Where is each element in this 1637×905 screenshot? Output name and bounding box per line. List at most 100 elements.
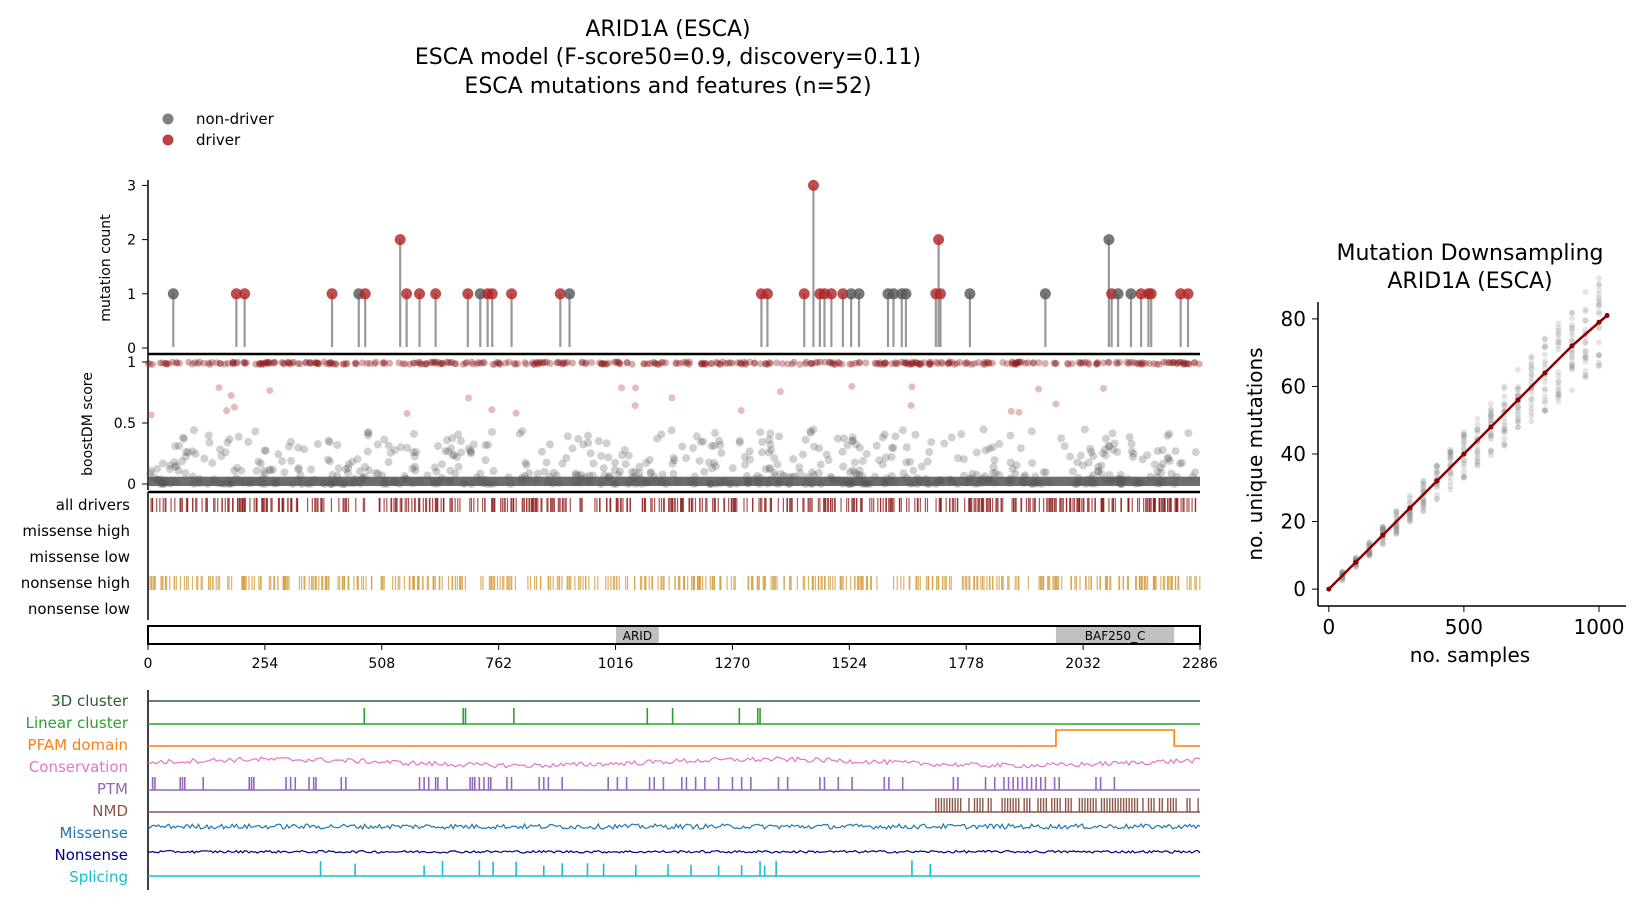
downsampling-cloud-point <box>1582 317 1589 324</box>
boostdm-driver-point <box>266 359 274 367</box>
boostdm-driver-point <box>270 358 278 366</box>
downsampling-cloud-point <box>1447 469 1454 476</box>
boostdm-point <box>695 456 704 465</box>
boostdm-dense-band <box>149 476 1200 486</box>
boostdm-driver-point <box>746 358 754 366</box>
boostdm-driver-point <box>902 359 910 367</box>
boostdm-driver-point <box>838 360 846 368</box>
boostdm-point <box>902 473 911 482</box>
boostdm-point <box>1116 471 1125 480</box>
boostdm-point <box>710 441 719 450</box>
domain-bar: ARID BAF250_C 0 254 508 762 1016 1270 1524 1778… <box>144 625 1218 672</box>
boostdm-point <box>506 479 515 488</box>
boostdm-point <box>1084 458 1093 467</box>
downsampling-cloud-point <box>1420 499 1427 506</box>
boostdm-point <box>380 477 389 486</box>
boostdm-driver-point <box>1141 359 1149 367</box>
boostdm-point <box>1131 479 1140 488</box>
boostdm-driver-point <box>988 359 996 367</box>
protein-x-tick-label: 0 <box>144 656 153 672</box>
boostdm-driver-point <box>1195 360 1203 368</box>
boostdm-point <box>1034 477 1043 486</box>
track-label-missense-low: missense low <box>29 548 130 566</box>
boostdm-point <box>1176 459 1185 468</box>
boostdm-point <box>429 479 438 488</box>
downsampling-cloud-point <box>1514 386 1521 393</box>
boostdm-point <box>605 474 614 483</box>
boostdm-driver-point <box>1191 359 1199 367</box>
boostdm-point <box>146 469 155 478</box>
boostdm-point <box>327 479 336 488</box>
boostdm-driver-point <box>938 358 946 366</box>
boostdm-mid-point <box>1007 407 1015 415</box>
downsampling-cloud-point <box>1568 338 1575 345</box>
boostdm-driver-point <box>908 358 916 366</box>
boostdm-driver-point <box>1138 360 1146 368</box>
boostdm-point <box>1172 473 1181 482</box>
boostdm-point <box>909 466 918 475</box>
downsampling-cloud-point <box>1447 455 1454 462</box>
boostdm-point <box>1165 456 1174 465</box>
downsampling-cloud-point <box>1379 540 1386 547</box>
boostdm-point <box>995 439 1004 448</box>
boostdm-point <box>225 479 234 488</box>
boostdm-driver-point <box>871 359 879 367</box>
downsampling-cloud-point <box>1393 524 1400 531</box>
boostdm-point <box>568 444 577 453</box>
boostdm-point <box>985 475 994 484</box>
boostdm-point <box>489 467 498 476</box>
boostdm-driver-point <box>808 359 816 367</box>
boostdm-point <box>334 464 343 473</box>
boostdm-point <box>1116 479 1125 488</box>
boostdm-point <box>744 476 753 485</box>
boostdm-point <box>472 473 481 482</box>
downsampling-cloud-point <box>1514 403 1521 410</box>
boostdm-point <box>936 476 945 485</box>
downsampling-cloud-point <box>1406 516 1413 523</box>
downsampling-cloud-point <box>1487 414 1494 421</box>
boostdm-point <box>1127 439 1136 448</box>
downsampling-cloud-point <box>1568 353 1575 360</box>
boostdm-point <box>445 476 454 485</box>
downsampling-cloud-point <box>1420 477 1427 484</box>
boostdm-point <box>1116 479 1125 488</box>
boostdm-driver-point <box>521 359 529 367</box>
boostdm-point <box>1127 447 1136 456</box>
boostdm-point <box>770 468 779 477</box>
boostdm-driver-point <box>172 359 180 367</box>
boostdm-point <box>840 434 849 443</box>
boostdm-driver-point <box>326 360 334 368</box>
downsampling-series-point <box>1604 313 1610 319</box>
boostdm-driver-point <box>446 359 454 367</box>
boostdm-driver-point <box>1018 358 1026 366</box>
lollipop-head-driver <box>394 234 406 246</box>
boostdm-point <box>1132 476 1141 485</box>
downsampling-cloud-point <box>1393 524 1400 531</box>
downsampling-cloud-point <box>1447 452 1454 459</box>
boostdm-point <box>429 477 438 486</box>
boostdm-point <box>515 429 524 438</box>
boostdm-point <box>779 471 788 480</box>
boostdm-driver-point <box>1099 359 1107 367</box>
downsampling-cloud-point <box>1528 401 1535 408</box>
boostdm-point <box>434 442 443 451</box>
boostdm-driver-point <box>381 360 389 368</box>
boostdm-point <box>456 437 465 446</box>
boostdm-point <box>784 479 793 488</box>
boostdm-point <box>624 479 633 488</box>
boostdm-point <box>715 436 724 445</box>
boostdm-point <box>735 438 744 447</box>
downsampling-cloud-point <box>1420 508 1427 515</box>
boostdm-driver-point <box>271 359 279 367</box>
boostdm-point <box>979 478 988 487</box>
boostdm-point <box>157 479 166 488</box>
boostdm-driver-point <box>1009 359 1017 367</box>
main-title: ARID1A (ESCA) ESCA model (F-score50=0.9,… <box>415 17 921 99</box>
downsampling-cloud-point <box>1460 432 1467 439</box>
boostdm-point <box>889 443 898 452</box>
boostdm-point <box>333 471 342 480</box>
boostdm-point <box>945 475 954 484</box>
boostdm-point <box>1027 479 1036 488</box>
boostdm-driver-point <box>1165 358 1173 366</box>
downsampling-cloud-point <box>1406 513 1413 520</box>
